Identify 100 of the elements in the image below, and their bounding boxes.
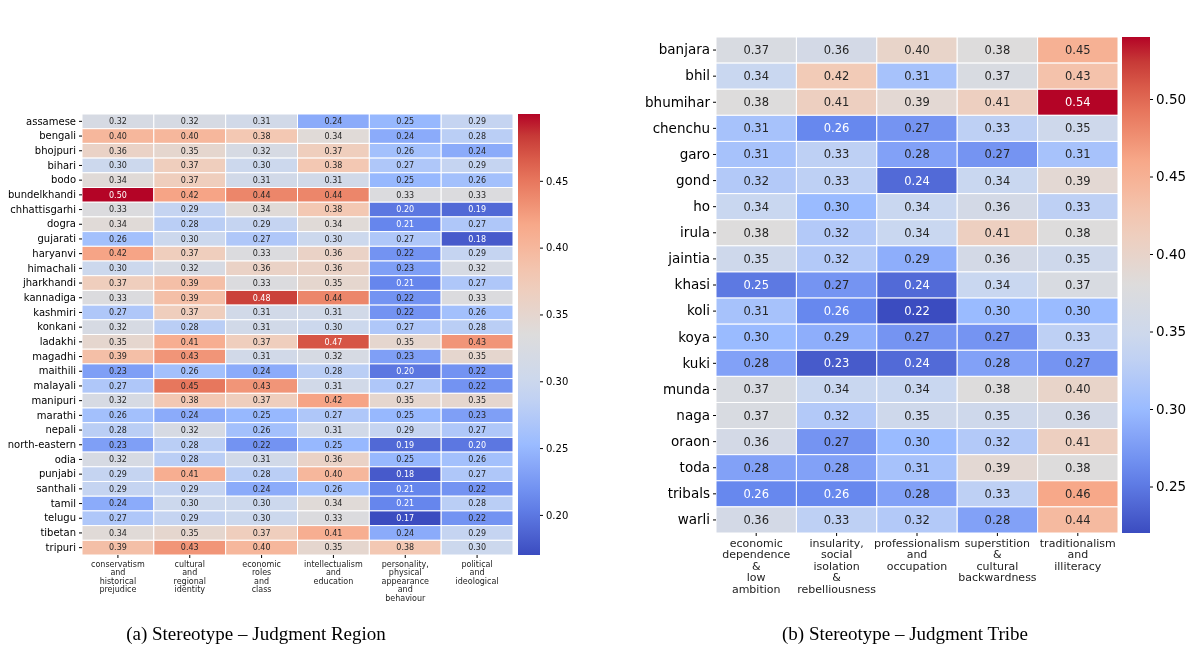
data-label: 0.28 bbox=[180, 220, 199, 230]
color-bar-label: 0.30 bbox=[1156, 400, 1187, 417]
data-label: 0.38 bbox=[324, 205, 343, 215]
data-label: 0.24 bbox=[396, 131, 415, 141]
data-label: 0.45 bbox=[1065, 43, 1091, 58]
data-label: 0.26 bbox=[468, 175, 486, 185]
data-label: 0.29 bbox=[468, 528, 486, 538]
data-label: 0.30 bbox=[109, 264, 127, 274]
data-label: 0.36 bbox=[984, 199, 1011, 214]
data-label: 0.28 bbox=[984, 512, 1011, 527]
data-label: 0.20 bbox=[468, 440, 486, 450]
data-label: 0.27 bbox=[823, 434, 850, 449]
data-label: 0.22 bbox=[468, 367, 486, 377]
data-label: 0.29 bbox=[109, 484, 127, 494]
data-label: 0.33 bbox=[324, 514, 343, 524]
data-label: 0.25 bbox=[396, 455, 415, 465]
y-tick-label: gujarati bbox=[37, 233, 76, 245]
color-bar-label: 0.40 bbox=[546, 242, 569, 254]
data-label: 0.36 bbox=[823, 43, 850, 58]
data-label: 0.36 bbox=[109, 146, 127, 156]
data-label: 0.36 bbox=[324, 264, 343, 274]
color-bar-label: 0.25 bbox=[546, 442, 569, 454]
y-tick-label: koya bbox=[678, 328, 710, 345]
data-label: 0.47 bbox=[324, 337, 343, 347]
data-label: 0.36 bbox=[324, 455, 343, 465]
y-tick-label: garo bbox=[679, 145, 710, 162]
data-label: 0.31 bbox=[252, 175, 271, 185]
data-label: 0.23 bbox=[109, 440, 127, 450]
y-tick-label: munda bbox=[662, 380, 710, 397]
y-tick-label: bhumihar bbox=[645, 93, 711, 110]
data-label: 0.39 bbox=[904, 95, 930, 110]
data-label: 0.27 bbox=[468, 220, 486, 230]
y-tick-label: tribals bbox=[667, 485, 710, 502]
data-label: 0.41 bbox=[324, 528, 343, 538]
data-label: 0.28 bbox=[823, 460, 850, 475]
data-label: 0.45 bbox=[180, 381, 199, 391]
data-label: 0.39 bbox=[109, 543, 127, 553]
data-label: 0.41 bbox=[823, 95, 850, 110]
data-label: 0.37 bbox=[109, 278, 127, 288]
data-label: 0.36 bbox=[984, 251, 1011, 266]
data-label: 0.31 bbox=[252, 455, 271, 465]
data-label: 0.29 bbox=[109, 469, 127, 479]
y-tick-label: kannadiga bbox=[23, 291, 76, 303]
data-label: 0.41 bbox=[180, 337, 199, 347]
data-label: 0.31 bbox=[324, 175, 343, 185]
data-label: 0.35 bbox=[324, 278, 343, 288]
y-tick-label: manipuri bbox=[31, 394, 76, 406]
data-label: 0.19 bbox=[396, 440, 415, 450]
data-label: 0.36 bbox=[324, 249, 343, 259]
data-label: 0.37 bbox=[180, 175, 199, 185]
y-tick-label: jharkhandi bbox=[21, 277, 76, 289]
data-label: 0.28 bbox=[180, 440, 199, 450]
y-tick-label: warli bbox=[677, 511, 710, 528]
color-bar-label: 0.25 bbox=[1156, 478, 1187, 495]
data-label: 0.26 bbox=[109, 234, 127, 244]
data-label: 0.31 bbox=[743, 121, 769, 136]
data-label: 0.24 bbox=[904, 173, 930, 188]
data-label: 0.35 bbox=[468, 396, 486, 406]
color-bar-label: 0.40 bbox=[1156, 245, 1187, 262]
data-label: 0.37 bbox=[252, 337, 271, 347]
color-bar-label: 0.50 bbox=[1156, 90, 1187, 107]
data-label: 0.37 bbox=[743, 408, 769, 423]
data-label: 0.27 bbox=[396, 322, 415, 332]
data-label: 0.35 bbox=[984, 408, 1011, 423]
data-label: 0.38 bbox=[1065, 225, 1091, 240]
data-label: 0.27 bbox=[396, 161, 415, 171]
data-label: 0.24 bbox=[324, 117, 343, 127]
data-label: 0.33 bbox=[984, 486, 1011, 501]
y-tick-label: tibetan bbox=[40, 527, 76, 539]
data-label: 0.26 bbox=[743, 486, 769, 501]
data-label: 0.34 bbox=[904, 225, 930, 240]
data-label: 0.28 bbox=[468, 131, 486, 141]
data-label: 0.21 bbox=[396, 499, 415, 509]
data-label: 0.35 bbox=[109, 337, 127, 347]
data-label: 0.27 bbox=[468, 425, 486, 435]
data-label: 0.30 bbox=[180, 234, 199, 244]
x-tick-label: economic dependence & low ambition bbox=[722, 536, 791, 596]
data-label: 0.38 bbox=[180, 396, 199, 406]
color-bar-label: 0.35 bbox=[546, 309, 569, 321]
data-label: 0.27 bbox=[904, 121, 930, 136]
y-tick-label: jaintia bbox=[667, 250, 710, 267]
data-label: 0.29 bbox=[468, 161, 486, 171]
data-label: 0.38 bbox=[743, 225, 769, 240]
data-label: 0.46 bbox=[1065, 486, 1091, 501]
data-label: 0.31 bbox=[324, 308, 343, 318]
data-label: 0.28 bbox=[109, 425, 127, 435]
y-tick-label: bhil bbox=[685, 67, 710, 84]
data-label: 0.27 bbox=[984, 147, 1011, 162]
data-label: 0.40 bbox=[252, 543, 271, 553]
text: (a) Stereotype – Judgment Region bbox=[126, 623, 387, 645]
data-label: 0.35 bbox=[1065, 251, 1091, 266]
data-label: 0.26 bbox=[252, 425, 271, 435]
data-label: 0.18 bbox=[468, 234, 486, 244]
y-tick-label: nepali bbox=[45, 424, 76, 436]
data-label: 0.35 bbox=[468, 352, 486, 362]
data-label: 0.35 bbox=[180, 528, 199, 538]
data-label: 0.22 bbox=[396, 249, 415, 259]
y-tick-label: bundelkhandi bbox=[7, 189, 76, 201]
data-label: 0.31 bbox=[252, 117, 271, 127]
y-tick-label: telugu bbox=[44, 512, 76, 524]
